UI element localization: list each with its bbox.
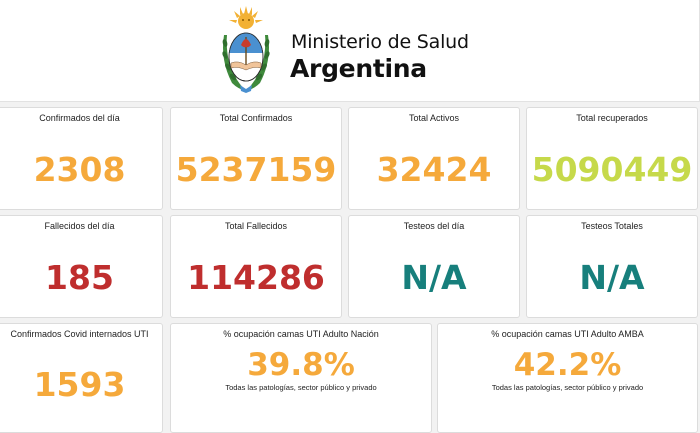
card-label: Total Confirmados — [219, 113, 293, 123]
card-confirmados-dia: Confirmados del día 2308 — [0, 107, 163, 210]
card-value: 1593 — [33, 365, 126, 404]
ministry-name: Ministerio de Salud — [291, 31, 469, 53]
card-total-confirmados: Total Confirmados 5237159 — [170, 107, 342, 210]
argentina-coat-of-arms-icon — [222, 6, 270, 93]
card-fallecidos-dia: Fallecidos del día 185 — [0, 215, 163, 318]
country-name: Argentina — [290, 54, 427, 83]
card-ocupacion-nacion: % ocupación camas UTI Adulto Nación 39.8… — [170, 323, 432, 433]
card-label: Testeos del día — [403, 221, 465, 231]
card-label: Total recuperados — [576, 113, 648, 123]
card-label: % ocupación camas UTI Adulto AMBA — [491, 329, 644, 339]
card-ocupacion-amba: % ocupación camas UTI Adulto AMBA 42.2% … — [437, 323, 698, 433]
card-total-recuperados: Total recuperados 5090449 — [526, 107, 698, 210]
card-label: Confirmados Covid internados UTI — [10, 329, 149, 339]
card-label: Confirmados del día — [39, 113, 120, 123]
card-label: Testeos Totales — [581, 221, 643, 231]
card-value: 2308 — [33, 150, 126, 189]
card-label: Fallecidos del día — [44, 221, 115, 231]
card-value: 5090449 — [531, 150, 693, 189]
card-label: Total Activos — [408, 113, 460, 123]
card-value: 39.8% — [247, 347, 355, 383]
card-label: Total Fallecidos — [224, 221, 288, 231]
card-testeos-totales: Testeos Totales N/A — [526, 215, 698, 318]
card-value: 114286 — [187, 258, 325, 297]
card-testeos-dia: Testeos del día N/A — [348, 215, 520, 318]
card-value: 42.2% — [513, 347, 622, 383]
card-value: 32424 — [376, 150, 492, 189]
header: Ministerio de Salud Argentina — [0, 0, 700, 102]
card-value: N/A — [401, 258, 467, 297]
card-label: % ocupación camas UTI Adulto Nación — [223, 329, 379, 339]
card-note: Todas las patologías, sector público y p… — [225, 383, 377, 392]
card-value: 185 — [45, 258, 114, 297]
card-value: 5237159 — [175, 150, 337, 189]
card-note: Todas las patologías, sector público y p… — [491, 383, 644, 392]
card-total-activos: Total Activos 32424 — [348, 107, 520, 210]
card-internados-uti: Confirmados Covid internados UTI 1593 — [0, 323, 163, 433]
card-total-fallecidos: Total Fallecidos 114286 — [170, 215, 342, 318]
card-value: N/A — [579, 258, 645, 297]
